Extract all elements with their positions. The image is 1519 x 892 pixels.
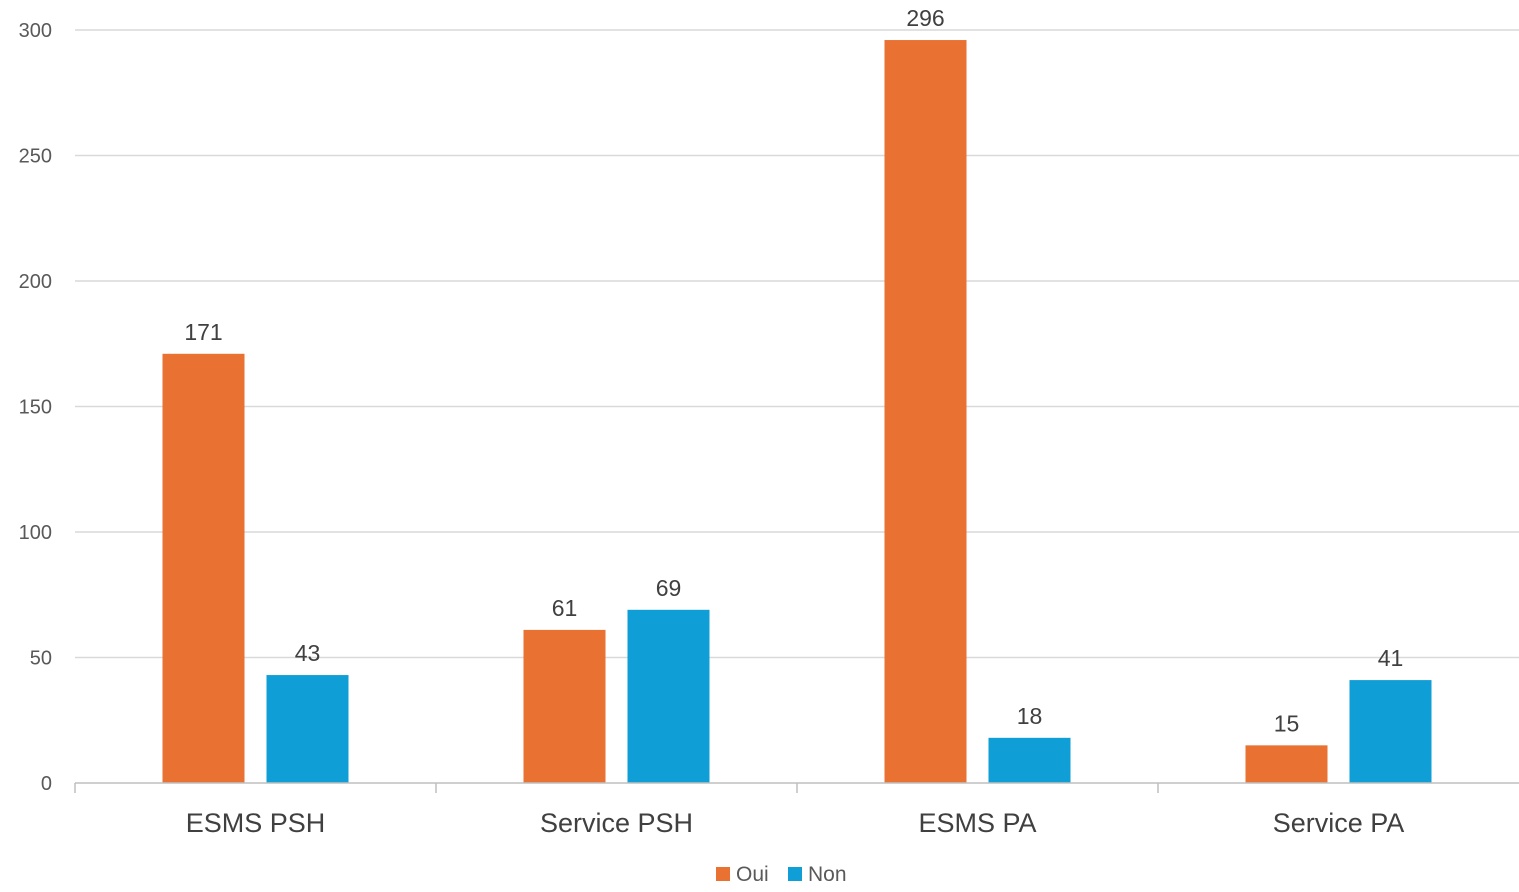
bars xyxy=(162,40,1432,784)
data-label: 15 xyxy=(1274,710,1300,736)
legend-swatch-non xyxy=(788,867,802,881)
data-label: 18 xyxy=(1017,703,1043,729)
bar-oui xyxy=(884,40,967,784)
data-labels: 171 43 61 69 296 18 15 41 xyxy=(184,5,1403,736)
y-tick-label: 50 xyxy=(30,648,52,670)
x-tick-label: Service PA xyxy=(1273,808,1405,838)
data-label: 171 xyxy=(184,319,222,345)
gridlines xyxy=(75,29,1519,659)
data-label: 61 xyxy=(552,595,578,621)
bar-non xyxy=(627,609,710,783)
legend-label-oui: Oui xyxy=(736,863,769,886)
legend: Oui Non xyxy=(716,863,847,886)
y-tick-label: 150 xyxy=(19,397,52,419)
y-tick-label: 0 xyxy=(41,773,52,795)
bar-oui xyxy=(1245,745,1328,783)
legend-swatch-oui xyxy=(716,867,730,881)
bar-oui xyxy=(162,353,245,783)
y-tick-label: 250 xyxy=(19,146,52,168)
data-label: 43 xyxy=(295,640,321,666)
bar-non xyxy=(988,737,1071,783)
data-label: 41 xyxy=(1378,645,1404,671)
x-tick-label: ESMS PSH xyxy=(186,808,326,838)
y-axis-ticks: 0 50 100 150 200 250 300 xyxy=(19,20,52,795)
x-tick-label: ESMS PA xyxy=(918,808,1036,838)
data-label: 69 xyxy=(656,575,682,601)
x-axis: ESMS PSH Service PSH ESMS PA Service PA xyxy=(74,782,1519,838)
bar-non xyxy=(1349,680,1432,783)
bar-non xyxy=(266,675,349,783)
y-tick-label: 100 xyxy=(19,522,52,544)
bar-oui xyxy=(523,629,606,783)
x-tick-label: Service PSH xyxy=(540,808,693,838)
y-tick-label: 200 xyxy=(19,271,52,293)
legend-label-non: Non xyxy=(808,863,847,886)
data-label: 296 xyxy=(906,5,944,31)
y-tick-label: 300 xyxy=(19,20,52,42)
